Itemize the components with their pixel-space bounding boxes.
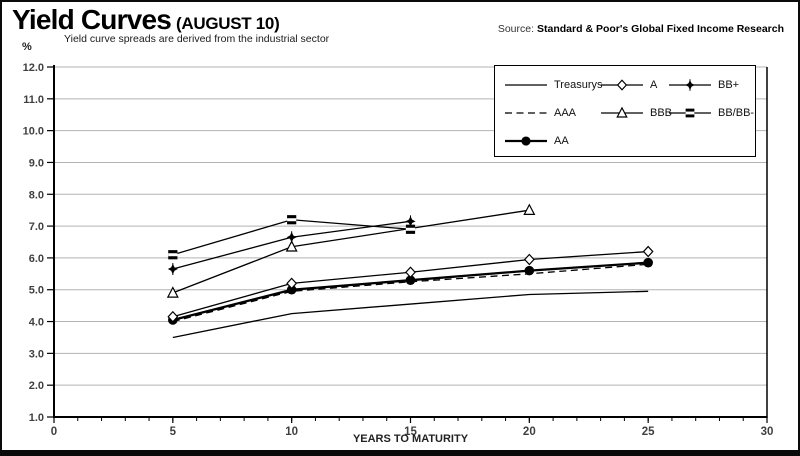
legend-sample xyxy=(601,79,643,91)
series-line-Treasurys xyxy=(172,290,649,339)
y-tick-label: 2.0 xyxy=(29,380,44,392)
striped-square-marker xyxy=(405,224,416,234)
page-title: Yield Curves xyxy=(12,4,172,35)
legend-label: BB/BB- xyxy=(718,107,755,119)
legend-item-A: A xyxy=(599,77,657,93)
circle-marker xyxy=(643,257,653,268)
chart-subtitle: Yield curve spreads are derived from the… xyxy=(64,33,330,45)
x-tick-label: 25 xyxy=(642,426,655,438)
x-tick-label: 5 xyxy=(170,426,177,438)
legend-item-AAA: AAA xyxy=(503,105,576,121)
chart-header: Yield Curves (AUGUST 10) xyxy=(12,4,280,36)
circle-marker xyxy=(524,265,535,276)
striped-square-marker xyxy=(168,250,178,260)
diamond-marker xyxy=(167,310,179,323)
series-line-BBB xyxy=(172,209,530,294)
y-tick-label: 5.0 xyxy=(29,285,44,297)
legend-sample xyxy=(505,136,547,146)
y-tick-label: 8.0 xyxy=(29,189,44,201)
circle-marker xyxy=(521,136,531,146)
y-tick-label: 9.0 xyxy=(29,157,44,169)
legend-sample xyxy=(505,84,547,86)
triangle-marker xyxy=(616,106,628,118)
legend: Treasurys A BB+ AAA BBB BB/BB- AA xyxy=(494,65,756,157)
x-axis-label: YEARS TO MATURITY xyxy=(353,433,469,445)
y-tick-label: 10.0 xyxy=(23,126,44,138)
striped-square-marker xyxy=(685,108,695,118)
source-line: Source: Standard & Poor's Global Fixed In… xyxy=(498,23,784,35)
circle-marker xyxy=(405,275,416,285)
triangle-marker xyxy=(523,203,536,215)
y-axis-unit-label: % xyxy=(22,41,32,53)
x-tick-label: 30 xyxy=(761,426,774,438)
legend-item-AA: AA xyxy=(503,133,569,149)
diamond-marker xyxy=(642,245,654,258)
y-tick-label: 11.0 xyxy=(23,94,44,106)
page-title-suffix: (AUGUST 10) xyxy=(176,14,280,33)
legend-sample xyxy=(669,108,711,118)
y-tick-label: 6.0 xyxy=(29,253,44,265)
legend-label: BBB xyxy=(650,107,673,119)
legend-item-BB+: BB+ xyxy=(667,77,739,93)
diamond-marker xyxy=(405,266,416,279)
legend-label: AA xyxy=(554,135,569,147)
legend-label: Treasurys xyxy=(554,79,603,91)
legend-label: AAA xyxy=(554,107,577,119)
y-tick-label: 4.0 xyxy=(29,317,44,329)
x-tick-label: 10 xyxy=(285,426,298,438)
x-tick-label: 0 xyxy=(51,426,57,438)
legend-item-Treasurys: Treasurys xyxy=(503,77,603,93)
source-label: Source: xyxy=(497,23,535,35)
legend-sample xyxy=(669,79,711,91)
x-tick-label: 20 xyxy=(523,426,536,438)
legend-sample xyxy=(505,112,547,114)
y-tick-label: 12.0 xyxy=(23,62,44,74)
source-text: Standard & Poor's Global Fixed Income Re… xyxy=(537,23,784,35)
legend-label: BB+ xyxy=(718,79,740,91)
circle-marker xyxy=(286,284,297,295)
triangle-marker xyxy=(285,240,298,252)
y-tick-label: 7.0 xyxy=(29,221,44,233)
y-tick-label: 3.0 xyxy=(29,348,44,360)
y-tick-label: 1.0 xyxy=(29,412,44,424)
x-tick-label: 15 xyxy=(404,426,417,438)
legend-sample xyxy=(601,106,643,118)
legend-item-BBB: BBB xyxy=(599,105,672,121)
striped-square-marker xyxy=(287,215,297,225)
diamond-marker xyxy=(523,253,535,266)
diamond-marker xyxy=(616,79,628,91)
triangle-marker xyxy=(166,286,179,298)
legend-label: A xyxy=(650,79,658,91)
legend-item-BB/BB-: BB/BB- xyxy=(667,105,754,121)
diamond-marker xyxy=(286,277,298,290)
